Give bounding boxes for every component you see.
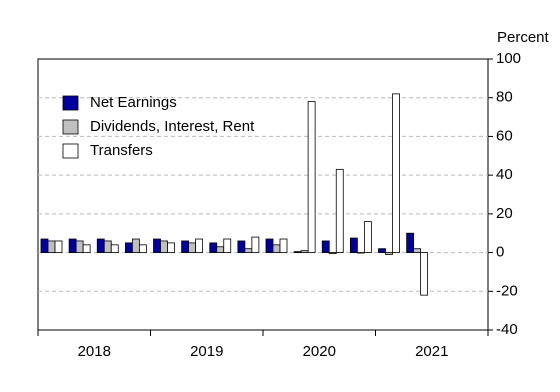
bar bbox=[420, 252, 429, 296]
y-tick-label: 80 bbox=[496, 89, 513, 106]
x-group-label: 2020 bbox=[303, 343, 336, 360]
legend-swatch bbox=[62, 95, 79, 111]
bar bbox=[195, 238, 204, 253]
bar bbox=[188, 242, 197, 253]
bar bbox=[293, 251, 302, 253]
bar bbox=[307, 101, 316, 253]
bar bbox=[68, 238, 77, 253]
y-tick-label: 60 bbox=[496, 127, 513, 144]
y-tick-label: 20 bbox=[496, 205, 513, 222]
legend-swatch bbox=[62, 119, 79, 135]
bar bbox=[237, 240, 246, 253]
y-tick-label: 100 bbox=[496, 50, 521, 67]
bar bbox=[110, 244, 119, 253]
bar bbox=[131, 238, 140, 253]
y-tick-label: -20 bbox=[496, 282, 518, 299]
bar bbox=[153, 238, 161, 253]
bar bbox=[406, 232, 415, 253]
bar bbox=[54, 240, 63, 253]
y-tick-label: 40 bbox=[496, 166, 513, 183]
legend-swatch bbox=[62, 143, 79, 159]
bar bbox=[328, 252, 337, 254]
bar bbox=[321, 240, 330, 253]
bar bbox=[82, 244, 91, 253]
bar bbox=[363, 221, 372, 253]
bar bbox=[413, 248, 422, 253]
bar bbox=[335, 168, 344, 253]
bar bbox=[385, 252, 393, 255]
legend-label: Dividends, Interest, Rent bbox=[90, 118, 255, 135]
x-group-label: 2019 bbox=[190, 343, 223, 360]
bar bbox=[244, 248, 253, 253]
bar bbox=[124, 242, 133, 253]
bar bbox=[181, 240, 190, 253]
bar bbox=[349, 237, 358, 253]
bar bbox=[138, 244, 147, 253]
y-tick-label: 0 bbox=[496, 244, 504, 261]
bar bbox=[40, 238, 49, 253]
legend-label: Transfers bbox=[90, 142, 153, 159]
bar bbox=[272, 244, 281, 253]
bar bbox=[47, 240, 56, 253]
bar bbox=[392, 93, 400, 253]
bar bbox=[96, 238, 105, 253]
bar bbox=[216, 246, 225, 253]
y-tick-label: -40 bbox=[496, 321, 518, 338]
bar bbox=[223, 238, 232, 253]
bar bbox=[356, 252, 365, 254]
bar bbox=[75, 240, 84, 253]
bar bbox=[160, 240, 168, 253]
bar bbox=[279, 238, 288, 253]
bar bbox=[265, 238, 274, 253]
bar bbox=[167, 242, 175, 253]
legend-label: Net Earnings bbox=[90, 94, 177, 111]
x-group-label: 2021 bbox=[415, 343, 448, 360]
bar bbox=[103, 240, 112, 253]
y-axis-title: Percent bbox=[497, 29, 550, 46]
bar bbox=[251, 236, 260, 253]
bar bbox=[378, 248, 386, 253]
x-group-label: 2018 bbox=[78, 343, 111, 360]
bar bbox=[300, 250, 309, 253]
bar bbox=[209, 242, 218, 253]
